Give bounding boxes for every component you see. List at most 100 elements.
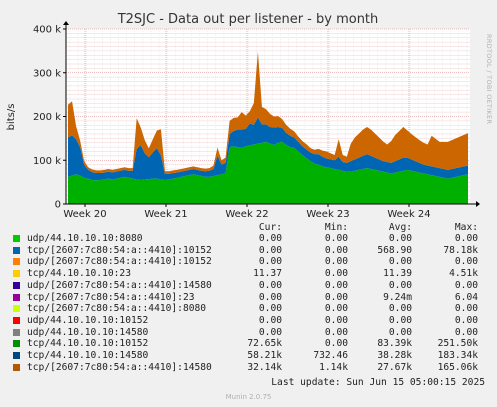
legend-min-value: 0.00: [324, 279, 348, 291]
legend-row: tcp/[2607:7c80:54:a::4410]:10152 0.00 0.00…: [0, 245, 497, 256]
legend-series-name: tcp/[2607:7c80:54:a::4410]:14580: [27, 361, 212, 373]
axes: 0 100 k 200 k 300 k 400 k Week 20 Week 21 Week …: [33, 21, 480, 220]
legend-swatch: [13, 281, 20, 289]
legend-swatch: [13, 246, 20, 254]
legend-min-value: 0.00: [324, 338, 348, 350]
legend-min-value: 1.14k: [319, 361, 348, 373]
legend-series-name: tcp/44.10.10.10:14580: [27, 350, 149, 361]
y-tick-label: 100 k: [33, 156, 61, 167]
legend-avg-value: 568.90: [377, 244, 412, 256]
legend-max-value: 251.50k: [437, 338, 478, 350]
legend-avg-value: 11.39: [383, 268, 412, 280]
legend-row: udp/44.10.10.10:14580 0.00 0.00 0.00 0.00: [0, 327, 497, 338]
chart-title: T2SJC - Data out per listener - by month: [117, 12, 379, 27]
legend-swatch: [13, 235, 20, 242]
legend-swatch: [13, 328, 20, 336]
legend-row: udp/44.10.10.10:8080 0.00 0.00 0.00 0.00: [0, 233, 497, 244]
legend-min-value: 0.00: [324, 233, 348, 244]
legend-max-value: 0.00: [454, 256, 478, 268]
legend-series-name: tcp/[2607:7c80:54:a::4410]:23: [27, 291, 195, 303]
legend-header-max: Max:: [454, 222, 478, 233]
legend-series-name: udp/[2607:7c80:54:a::4410]:10152: [27, 256, 212, 268]
legend-avg-value: 0.00: [388, 303, 412, 315]
y-axis-arrow: [63, 21, 69, 25]
series-area-2: [68, 51, 468, 174]
legend-min-value: 0.00: [324, 326, 348, 338]
legend-min-value: 0.00: [324, 303, 348, 315]
legend-avg-value: 0.00: [388, 314, 412, 326]
legend-avg-value: 83.39k: [377, 338, 412, 350]
legend-min-value: 0.00: [324, 314, 348, 326]
legend-cur-value: 0.00: [258, 279, 282, 291]
legend-row: udp/[2607:7c80:54:a::4410]:14580 0.00 0.00…: [0, 280, 497, 291]
x-tick-label: Week 23: [306, 209, 349, 220]
legend-avg-value: 27.67k: [377, 361, 412, 373]
legend-series-name: udp/44.10.10.10:8080: [27, 233, 143, 244]
legend-row: tcp/[2607:7c80:54:a::4410]:8080 0.00 0.00 0…: [0, 303, 497, 314]
legend-max-value: 183.34k: [437, 350, 478, 361]
legend-min-value: 0.00: [324, 291, 348, 303]
legend-avg-value: 38.28k: [377, 350, 412, 361]
legend-series-name: tcp/[2607:7c80:54:a::4410]:8080: [27, 303, 207, 315]
series-area-0: [68, 141, 468, 204]
legend-cur-value: 0.00: [258, 291, 282, 303]
series-areas: [68, 51, 468, 204]
legend-cur-value: 11.37: [253, 268, 282, 280]
y-tick-label: 0: [55, 200, 61, 211]
legend-header-cur: Cur:: [258, 222, 282, 233]
y-tick-label: 300 k: [33, 68, 61, 79]
legend-max-value: 0.00: [454, 279, 478, 291]
legend-min-value: 0.00: [324, 244, 348, 256]
legend-row: udp/44.10.10.10:10152 0.00 0.00 0.00 0.00: [0, 315, 497, 326]
legend-cur-value: 0.00: [258, 244, 282, 256]
legend-avg-value: 0.00: [388, 233, 412, 244]
legend-swatch: [13, 316, 20, 324]
legend-swatch: [13, 270, 20, 278]
legend-max-value: 78.18k: [443, 244, 478, 256]
legend-avg-value: 0.00: [388, 256, 412, 268]
legend-swatch: [13, 305, 20, 313]
side-label: RRDTOOL / TOBI OETIKER: [485, 34, 493, 124]
legend-swatch: [13, 340, 20, 348]
legend-header: Cur: Min: Avg: Max:: [0, 222, 497, 233]
legend-cur-value: 0.00: [258, 326, 282, 338]
legend-max-value: 0.00: [454, 326, 478, 338]
x-tick-label: Week 21: [144, 209, 187, 220]
legend-cur-value: 0.00: [258, 256, 282, 268]
legend-series-name: tcp/44.10.10.10:23: [27, 268, 131, 280]
legend-series-name: tcp/[2607:7c80:54:a::4410]:10152: [27, 244, 212, 256]
version-label: Munin 2.0.75: [225, 393, 272, 401]
x-axis-arrow: [476, 201, 480, 207]
legend-max-value: 4.51k: [449, 268, 478, 280]
legend-swatch: [13, 363, 20, 371]
x-tick-label: Week 24: [387, 209, 430, 220]
legend-min-value: 732.46: [313, 350, 348, 361]
legend-row: udp/[2607:7c80:54:a::4410]:10152 0.00 0.00…: [0, 256, 497, 267]
legend-swatch: [13, 293, 20, 301]
legend-series-name: udp/44.10.10.10:10152: [27, 314, 149, 326]
legend-avg-value: 0.00: [388, 326, 412, 338]
legend-cur-value: 0.00: [258, 303, 282, 315]
legend-row: tcp/[2607:7c80:54:a::4410]:23 0.00 0.00 9.2…: [0, 292, 497, 303]
legend-series-name: tcp/44.10.10.10:10152: [27, 338, 149, 350]
y-tick-label: 400 k: [33, 25, 61, 36]
chart: T2SJC - Data out per listener - by month…: [6, 12, 493, 220]
legend-header-avg: Avg:: [388, 222, 412, 233]
legend-cur-value: 58.21k: [247, 350, 282, 361]
legend-cur-value: 0.00: [258, 314, 282, 326]
legend-max-value: 0.00: [454, 303, 478, 315]
legend-max-value: 0.00: [454, 314, 478, 326]
legend-cur-value: 32.14k: [247, 361, 282, 373]
legend-row: tcp/[2607:7c80:54:a::4410]:14580 32.14k 1.…: [0, 362, 497, 373]
x-tick-label: Week 20: [63, 209, 106, 220]
series-area-1: [68, 117, 468, 181]
legend-series-name: udp/[2607:7c80:54:a::4410]:14580: [27, 279, 212, 291]
legend-max-value: 0.00: [454, 233, 478, 244]
y-axis-label: bits/s: [6, 104, 17, 131]
x-tick-label: Week 22: [225, 209, 268, 220]
legend-swatch: [13, 258, 20, 266]
legend-series-name: udp/44.10.10.10:14580: [27, 326, 149, 338]
legend-row: tcp/44.10.10.10:23 11.37 0.00 11.39 4.51k: [0, 268, 497, 279]
legend-max-value: 6.04: [454, 291, 478, 303]
legend-min-value: 0.00: [324, 256, 348, 268]
